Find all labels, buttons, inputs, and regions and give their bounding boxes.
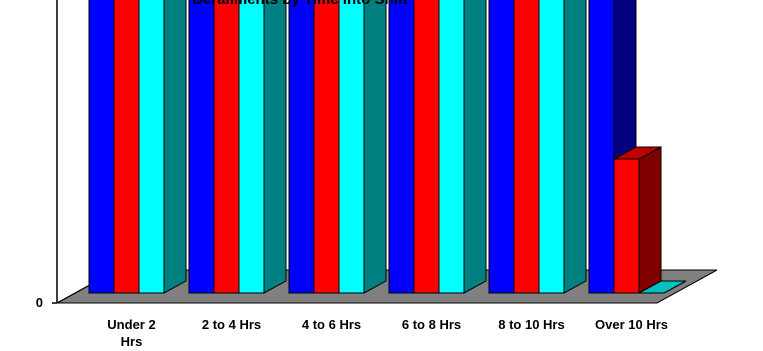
- bar-top: [613, 146, 662, 160]
- category-label: 8 to 10 Hrs: [498, 317, 564, 332]
- bar-front: [388, 0, 415, 294]
- bar-front: [138, 0, 165, 294]
- bar: [538, 0, 587, 294]
- bar-front: [288, 0, 315, 294]
- category-label: Hrs: [121, 334, 143, 349]
- category-labels: Under 2 Hrs 2 to 4 Hrs 4 to 6 Hrs 6 to 8 Hrs…: [107, 317, 668, 349]
- category-label: 6 to 8 Hrs: [402, 317, 461, 332]
- bar-side: [263, 0, 287, 294]
- bar-front: [338, 0, 365, 294]
- bar-front: [488, 0, 515, 294]
- bar: [338, 0, 387, 294]
- bar: [138, 0, 187, 294]
- bar-side: [163, 0, 187, 294]
- bar: [438, 0, 487, 294]
- bar-front: [88, 0, 115, 294]
- category-label: 2 to 4 Hrs: [202, 317, 261, 332]
- bar-front: [238, 0, 265, 294]
- bar-side: [563, 0, 587, 294]
- y-axis-ticks: 01020304050607080: [36, 295, 43, 310]
- category-label: Under 2: [107, 317, 155, 332]
- bar-side: [463, 0, 487, 294]
- bar-front: [188, 0, 215, 294]
- bar-front: [588, 0, 615, 294]
- bar-front: [438, 0, 465, 294]
- bar-side: [638, 146, 662, 294]
- category-label: 4 to 6 Hrs: [302, 317, 361, 332]
- y-tick-label: 0: [36, 295, 43, 310]
- bar: [238, 0, 287, 294]
- bar-front: [513, 0, 540, 294]
- bars: [88, 0, 687, 294]
- bar-side: [363, 0, 387, 294]
- bar: [613, 146, 662, 294]
- bar-front: [213, 0, 240, 294]
- bar-front: [113, 0, 140, 294]
- bar-front: [613, 158, 640, 294]
- bar: [638, 280, 687, 294]
- bar-front: [538, 0, 565, 294]
- bar-front: [413, 0, 440, 294]
- chart-title: Derailments by Time into Shift: [192, 0, 408, 8]
- category-label: Over 10 Hrs: [595, 317, 668, 332]
- bar-front: [313, 0, 340, 294]
- bar-top: [638, 280, 687, 294]
